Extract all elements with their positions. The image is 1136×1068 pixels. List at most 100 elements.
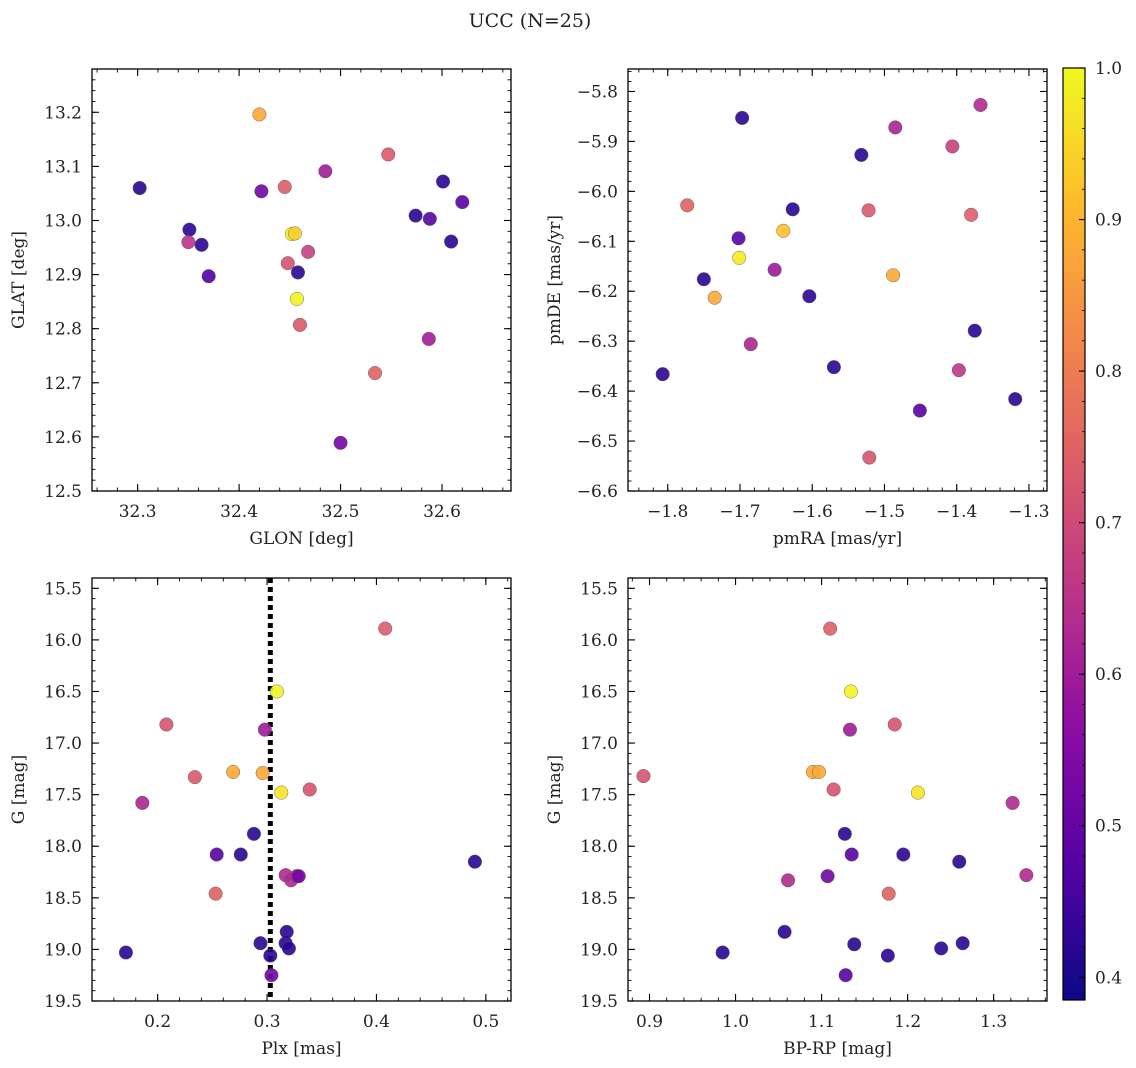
scatter-point xyxy=(274,785,289,800)
colorbar-tick-label: 0.9 xyxy=(1095,211,1122,231)
scatter-point xyxy=(118,945,133,960)
scatter-point xyxy=(785,202,800,217)
scatter-point xyxy=(263,948,278,963)
scatter-point xyxy=(289,291,304,306)
scatter-point xyxy=(881,886,896,901)
scatter-point xyxy=(842,722,857,737)
scatter-point xyxy=(781,873,796,888)
panel-plx-g: 0.2 0.3 0.4 0.5 15.5 16.0 16.5 17.0 17.5 18.0 18.5… xyxy=(9,577,512,1059)
scatter-point xyxy=(422,211,437,226)
y-tick-label: −6.0 xyxy=(577,182,618,202)
y-tick-label: 12.8 xyxy=(44,320,82,340)
colorbar-tick-label: 0.4 xyxy=(1095,968,1122,988)
scatter-point xyxy=(886,268,901,283)
y-tick-label: −6.6 xyxy=(577,482,618,502)
scatter-point xyxy=(467,854,482,869)
scatter-point xyxy=(302,782,317,797)
scatter-point xyxy=(187,770,202,785)
x-tick-label: −1.4 xyxy=(936,502,977,522)
y-tick-label: 19.0 xyxy=(580,940,618,960)
colorbar-tick-label: 0.7 xyxy=(1095,514,1122,534)
scatter-point xyxy=(208,886,223,901)
x-tick-label: 1.1 xyxy=(808,1012,835,1032)
figure-title: UCC (N=25) xyxy=(469,10,592,32)
y-tick-label: 19.0 xyxy=(44,940,82,960)
scatter-point xyxy=(843,684,858,699)
scatter-point xyxy=(955,936,970,951)
x-tick-label: 0.3 xyxy=(254,1012,281,1032)
scatter-point xyxy=(269,684,284,699)
y-tick-label: −5.8 xyxy=(577,82,618,102)
scatter-point xyxy=(655,367,670,382)
scatter-point xyxy=(967,323,982,338)
scatter-point xyxy=(226,764,241,779)
scatter-point xyxy=(735,110,750,125)
y-axis-label: GLAT [deg] xyxy=(9,231,29,329)
scatter-point xyxy=(277,179,292,194)
x-tick-label: 0.5 xyxy=(472,1012,499,1032)
scatter-point xyxy=(910,785,925,800)
scatter-point xyxy=(201,269,216,284)
scatter-point xyxy=(696,272,711,287)
scatter-point xyxy=(826,782,841,797)
panel-glon-glat: 32.3 32.4 32.5 32.6 12.5 12.6 12.7 12.8 12.9 13.0… xyxy=(9,68,512,549)
colorbar-gradient xyxy=(1062,67,1086,1001)
y-tick-label: 12.5 xyxy=(44,482,82,502)
scatter-point xyxy=(252,107,267,122)
x-tick-label: 1.3 xyxy=(980,1012,1007,1032)
y-tick-label: 16.0 xyxy=(580,631,618,651)
x-axis-label: GLON [deg] xyxy=(249,529,353,549)
scatter-point xyxy=(767,262,782,277)
scatter-point xyxy=(861,203,876,218)
scatter-point xyxy=(715,945,730,960)
y-tick-label: 12.7 xyxy=(44,374,82,394)
scatter-point xyxy=(301,244,316,259)
y-tick-label: 17.0 xyxy=(44,734,82,754)
scatter-point xyxy=(934,941,949,956)
colorbar-tick-label: 0.6 xyxy=(1095,665,1122,685)
scatter-point xyxy=(257,722,272,737)
scatter-point xyxy=(408,208,423,223)
colorbar-tick-label: 0.5 xyxy=(1095,817,1122,837)
y-tick-label: 17.5 xyxy=(44,786,82,806)
scatter-point xyxy=(255,765,270,780)
scatter-point xyxy=(820,869,835,884)
y-tick-label: 17.0 xyxy=(580,734,618,754)
scatter-point xyxy=(862,450,877,465)
scatter-point xyxy=(182,222,197,237)
x-tick-label: 32.3 xyxy=(119,502,157,522)
scatter-point xyxy=(802,289,817,304)
y-tick-label: 18.5 xyxy=(580,889,618,909)
x-tick-label: 0.9 xyxy=(636,1012,663,1032)
scatter-point xyxy=(731,231,746,246)
y-tick-label: 16.5 xyxy=(580,682,618,702)
x-tick-label: −1.7 xyxy=(719,502,760,522)
y-tick-label: 17.5 xyxy=(580,786,618,806)
y-tick-label: 16.0 xyxy=(44,631,82,651)
scatter-point xyxy=(159,717,174,732)
scatter-point xyxy=(290,265,305,280)
scatter-point xyxy=(233,847,248,862)
scatter-point xyxy=(826,360,841,375)
y-tick-label: −5.9 xyxy=(577,132,618,152)
scatter-point xyxy=(777,924,792,939)
scatter-point xyxy=(912,403,927,418)
scatter-point xyxy=(952,854,967,869)
scatter-point xyxy=(680,198,695,213)
x-tick-label: 1.2 xyxy=(894,1012,921,1032)
scatter-point xyxy=(381,147,396,162)
x-tick-label: −1.6 xyxy=(792,502,833,522)
scatter-point xyxy=(444,234,459,249)
scatter-point xyxy=(837,826,852,841)
y-tick-label: 12.6 xyxy=(44,428,82,448)
scatter-point xyxy=(253,936,268,951)
scatter-point xyxy=(973,97,988,112)
panel-bprp-g: 0.9 1.0 1.1 1.2 1.3 15.5 16.0 16.5 17.0 17.5 18.0 1… xyxy=(545,577,1048,1059)
scatter-point xyxy=(455,195,470,210)
scatter-point xyxy=(291,869,306,884)
y-tick-label: 13.0 xyxy=(44,211,82,231)
colorbar: 0.4 0.5 0.6 0.7 0.8 0.9 1.0 xyxy=(1062,59,1122,1001)
scatter-point xyxy=(838,968,853,983)
scatter-point xyxy=(246,826,261,841)
